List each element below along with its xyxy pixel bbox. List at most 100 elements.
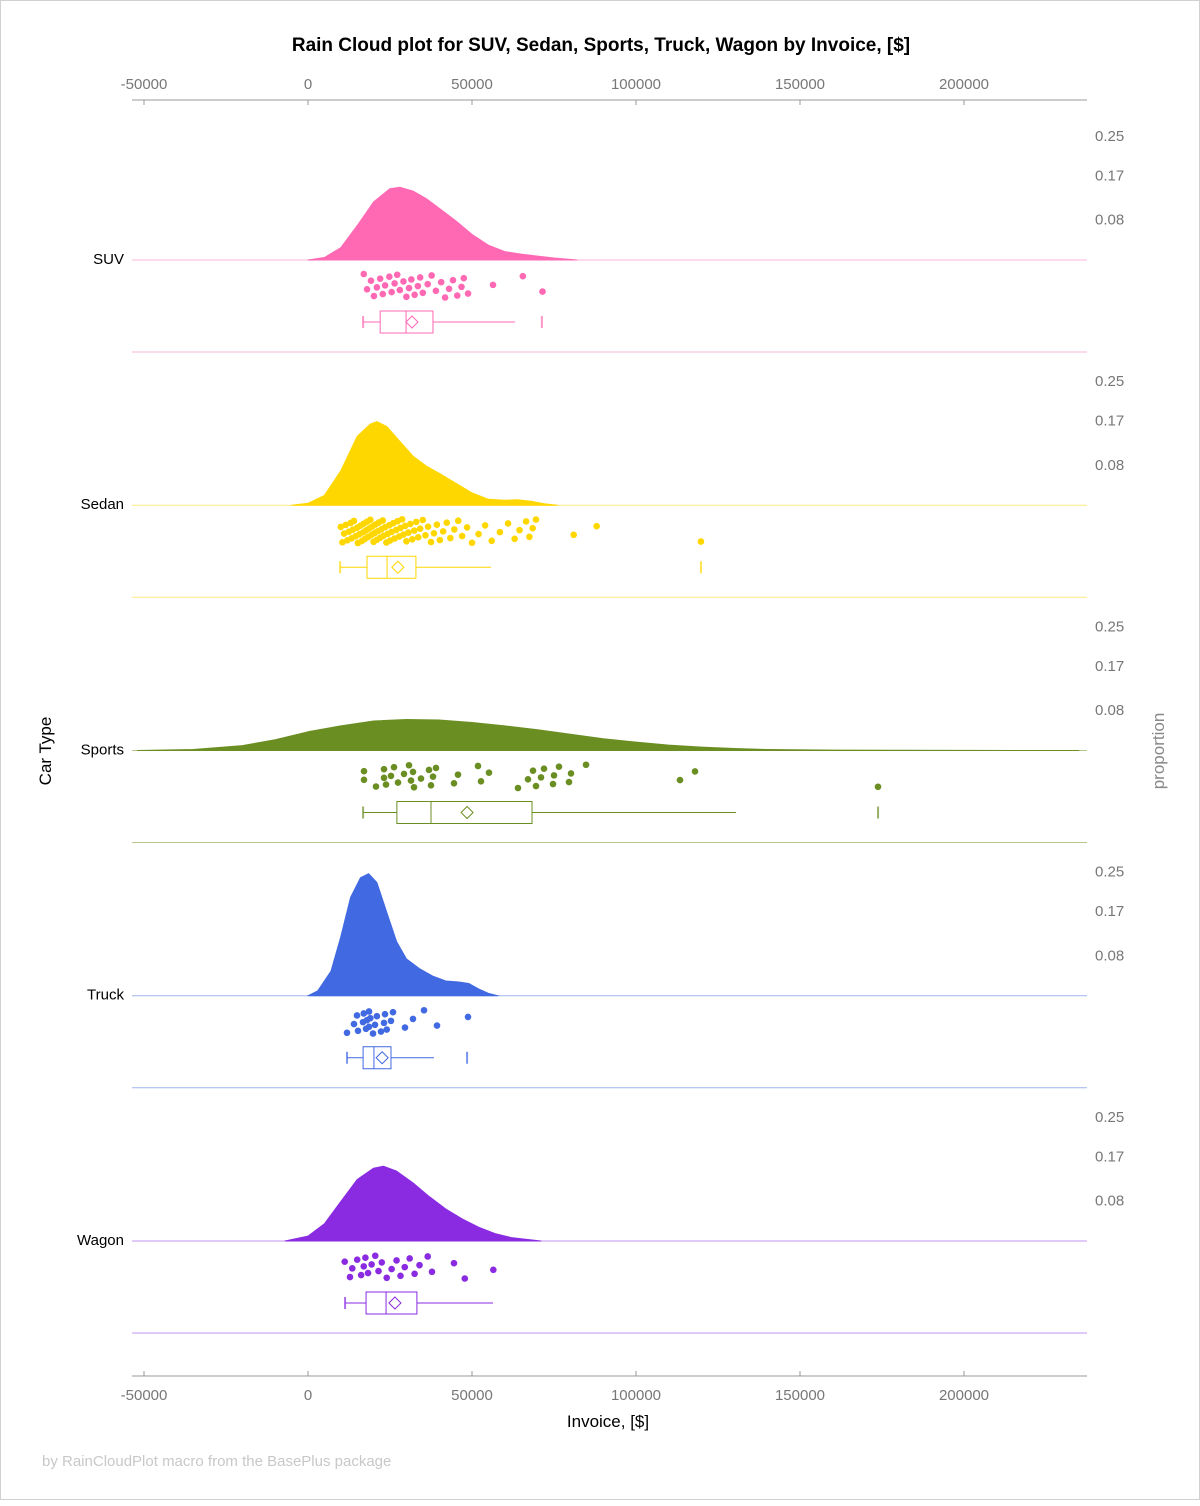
- data-point: [381, 1010, 389, 1018]
- data-point: [691, 768, 699, 775]
- proportion-tick-label: 0.25: [1095, 373, 1124, 390]
- data-point: [428, 272, 435, 279]
- data-point: [407, 777, 415, 784]
- chart-title: Rain Cloud plot for SUV, Sedan, Sports, …: [292, 35, 910, 56]
- data-point: [529, 524, 536, 532]
- data-point: [371, 1252, 379, 1260]
- density-cloud: [284, 1165, 542, 1242]
- top-axis-tick-label: 200000: [939, 76, 989, 93]
- y-axis-label: Car Type: [36, 717, 55, 786]
- data-point: [419, 516, 427, 524]
- data-point: [378, 1259, 386, 1266]
- data-point: [522, 518, 530, 525]
- data-point: [593, 522, 600, 530]
- data-point: [539, 288, 546, 295]
- data-point: [570, 531, 577, 539]
- mean-diamond: [391, 560, 405, 574]
- data-point: [432, 764, 440, 772]
- data-point: [370, 292, 378, 300]
- data-point: [565, 778, 573, 786]
- box-iqr: [365, 1291, 418, 1315]
- data-point: [424, 280, 432, 288]
- data-point: [360, 767, 368, 775]
- data-point: [416, 525, 424, 532]
- category-label: Sports: [81, 741, 124, 758]
- data-point: [441, 294, 449, 301]
- data-point: [449, 276, 457, 284]
- data-point: [532, 782, 540, 790]
- data-point: [439, 528, 447, 535]
- data-point: [424, 523, 432, 530]
- data-point: [360, 776, 368, 784]
- proportion-tick-label: 0.08: [1095, 1193, 1124, 1210]
- data-point: [453, 292, 461, 299]
- footer-note: by RainCloudPlot macro from the BasePlus…: [42, 1453, 391, 1470]
- data-point: [388, 1265, 395, 1273]
- data-point: [386, 273, 393, 281]
- data-point: [424, 1253, 432, 1260]
- category-label: Wagon: [77, 1232, 124, 1249]
- data-point: [454, 771, 462, 778]
- data-point: [353, 1012, 361, 1019]
- data-point: [477, 778, 485, 785]
- data-point: [379, 517, 387, 524]
- data-point: [409, 1015, 417, 1023]
- data-point: [383, 1026, 391, 1033]
- data-point: [396, 286, 404, 294]
- data-point: [414, 534, 422, 541]
- proportion-tick-label: 0.17: [1095, 167, 1124, 184]
- box-iqr: [396, 801, 533, 824]
- data-point: [425, 766, 433, 774]
- data-point: [393, 271, 401, 279]
- data-point: [381, 282, 389, 289]
- data-point: [485, 769, 493, 776]
- data-point: [357, 1271, 365, 1279]
- data-point: [373, 1012, 381, 1020]
- data-point: [437, 278, 445, 286]
- data-point: [514, 784, 522, 792]
- data-point: [526, 533, 533, 541]
- data-point: [341, 1258, 349, 1265]
- data-point: [405, 529, 412, 536]
- data-point: [389, 1008, 397, 1016]
- mean-diamond: [405, 315, 419, 329]
- proportion-tick-label: 0.17: [1095, 903, 1124, 920]
- top-axis-tick-label: 100000: [611, 76, 661, 93]
- bottom-axis-tick-label: 50000: [451, 1387, 493, 1404]
- data-point: [874, 783, 882, 791]
- proportion-tick-label: 0.17: [1095, 658, 1124, 675]
- data-point: [411, 291, 418, 299]
- data-point: [411, 1270, 418, 1278]
- data-point: [432, 287, 440, 295]
- data-point: [388, 288, 395, 296]
- data-point: [468, 539, 476, 547]
- data-point: [373, 284, 381, 291]
- data-point: [676, 776, 684, 784]
- mean-diamond: [388, 1296, 402, 1310]
- data-point: [367, 516, 374, 524]
- data-point: [380, 765, 388, 773]
- data-point: [417, 775, 425, 782]
- data-point: [529, 767, 537, 774]
- data-point: [524, 776, 532, 783]
- data-point: [461, 1275, 469, 1282]
- data-point: [475, 530, 482, 538]
- data-point: [427, 781, 435, 789]
- series-wagon: 0.25 0.17 0.08 Wagon: [77, 1109, 1124, 1334]
- data-point: [343, 1029, 351, 1037]
- data-point: [428, 1268, 436, 1276]
- data-point: [450, 1259, 458, 1267]
- proportion-tick-label: 0.25: [1095, 864, 1124, 881]
- data-point: [516, 526, 523, 534]
- data-point: [376, 275, 384, 283]
- data-point: [496, 528, 504, 536]
- data-point: [369, 1030, 377, 1037]
- bottom-axis-tick-label: 100000: [611, 1387, 661, 1404]
- proportion-tick-label: 0.08: [1095, 947, 1124, 964]
- box-iqr: [366, 555, 417, 579]
- density-cloud: [291, 421, 558, 506]
- series-sports: 0.25 0.17 0.08 Sports: [81, 618, 1124, 843]
- data-point: [360, 1010, 368, 1017]
- data-point: [519, 272, 527, 280]
